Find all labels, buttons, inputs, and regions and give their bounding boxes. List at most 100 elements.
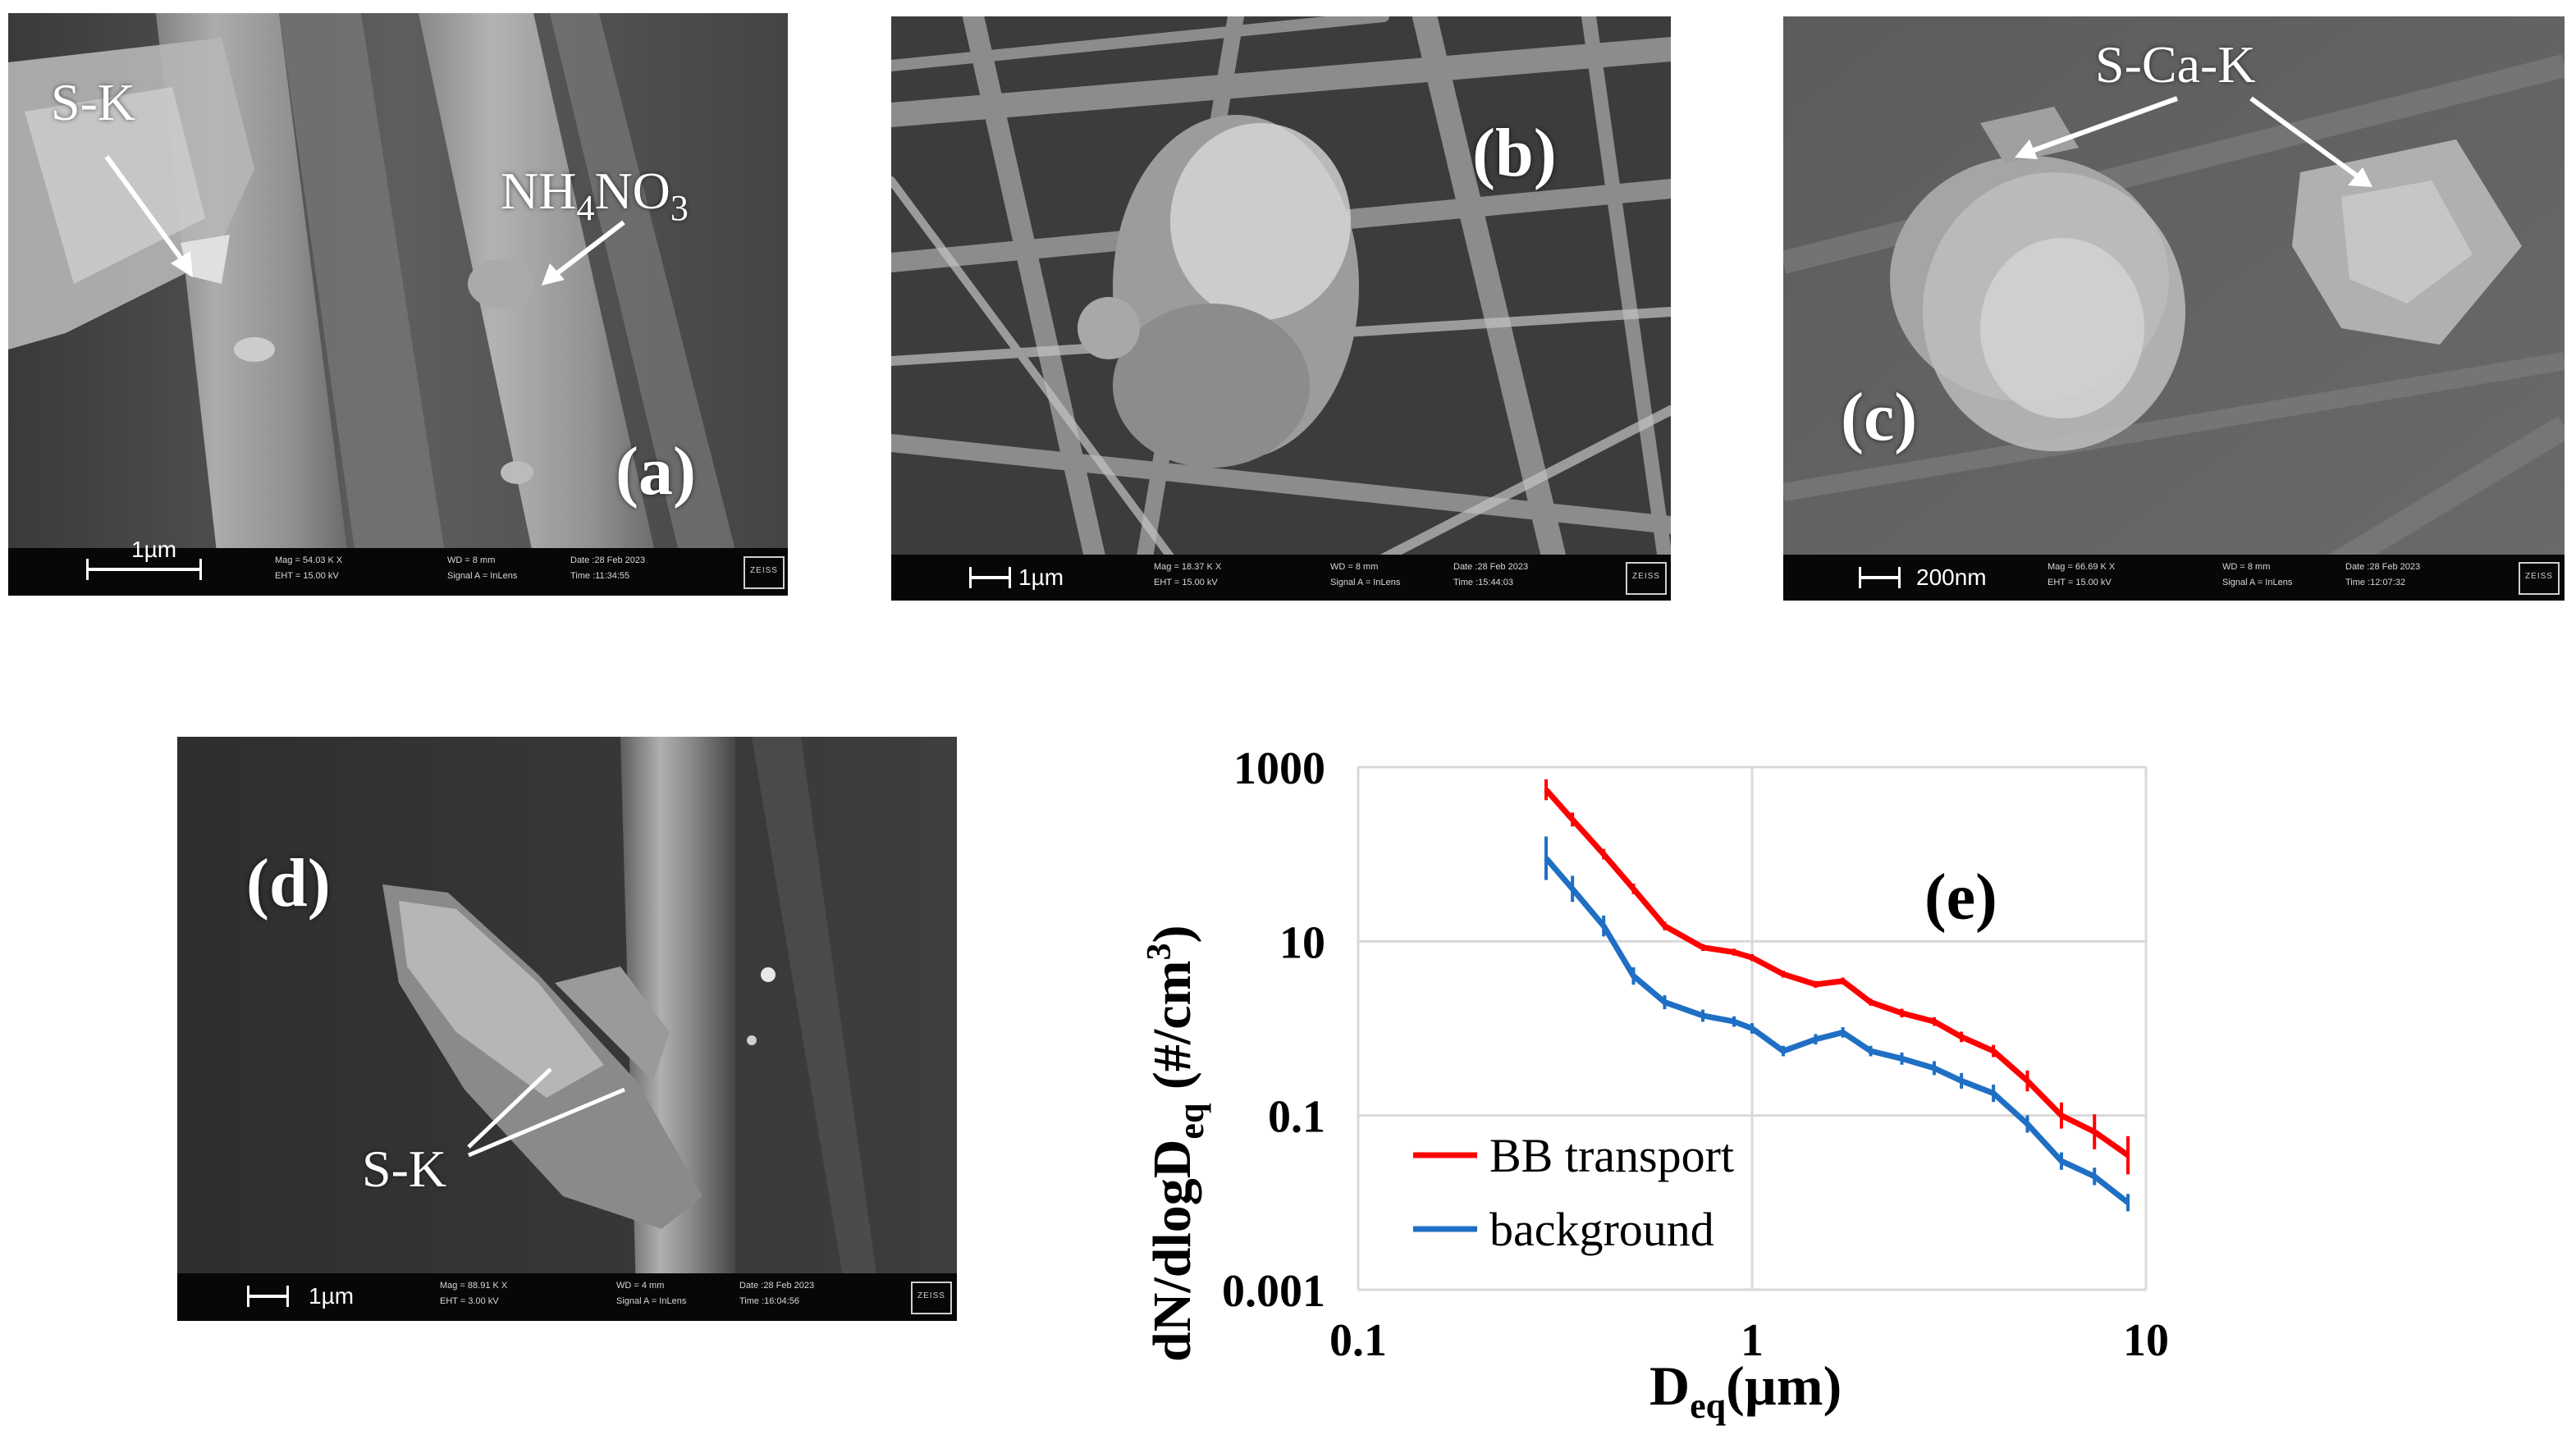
sem-info-bar: 1µm Mag = 88.91 K X EHT = 3.00 kV WD = 4… [177, 1273, 957, 1321]
annotation-s-k: S-K [362, 1140, 447, 1198]
scale-bar-label: 1µm [131, 537, 177, 562]
wd-text: WD = 4 mm [616, 1281, 665, 1291]
wd-text: WD = 8 mm [1330, 562, 1379, 572]
annotation-s-k: S-K [51, 73, 136, 131]
sem-panel-d: 1µm Mag = 88.91 K X EHT = 3.00 kV WD = 4… [177, 737, 957, 1321]
x-tick-label: 10 [2123, 1315, 2169, 1366]
scale-bar [1859, 567, 1901, 588]
annotation-arrows-d [467, 1067, 625, 1158]
date-text: Date :28 Feb 2023 [739, 1281, 815, 1291]
mag-text: Mag = 66.69 K X [2048, 562, 2116, 572]
annotation-arrows-a [104, 155, 625, 286]
series-line-bb-transport [1544, 788, 2130, 1158]
y-axis-title-main: dN/dlogD [1142, 1140, 1202, 1362]
chart-panel-label: (e) [1924, 861, 1997, 934]
time-text: Time :11:34:55 [570, 571, 630, 581]
sem-image-a [8, 13, 788, 596]
date-text: Date :28 Feb 2023 [1453, 562, 1529, 572]
date-text: Date :28 Feb 2023 [570, 555, 646, 565]
time-text: Time :16:04:56 [739, 1296, 799, 1306]
scale-bar-label: 1µm [309, 1283, 355, 1309]
y-axis-title-end: ) [1142, 925, 1202, 944]
zeiss-logo: ZEISS [911, 1282, 952, 1314]
nh-subscript: 4 [576, 187, 595, 228]
time-text: Time :15:44:03 [1453, 578, 1513, 587]
y-axis-title-rest: (#/cm [1142, 960, 1202, 1103]
y-axis-title: dN/dlogDeq (#/cm3) [1141, 925, 1211, 1363]
meta-col-2: WD = 8 mm Signal A = InLens [447, 553, 517, 584]
sem-image-b [891, 16, 1671, 601]
meta-col-2: WD = 8 mm Signal A = InLens [1330, 560, 1400, 591]
meta-col-3: Date :28 Feb 2023 Time :16:04:56 [739, 1278, 814, 1309]
mag-text: Mag = 54.03 K X [275, 555, 343, 565]
y-tick-label: 0.001 [1222, 1266, 1325, 1317]
chart-series [1544, 779, 2130, 1212]
no-text: NO [594, 162, 670, 220]
eht-text: EHT = 3.00 kV [440, 1296, 499, 1306]
signal-text: Signal A = InLens [447, 571, 518, 581]
y-tick-label: 1000 [1233, 743, 1325, 794]
panel-label-c: (c) [1841, 379, 1918, 455]
legend-label-background: background [1489, 1203, 1714, 1256]
x-tick-label: 1 [1741, 1315, 1764, 1366]
mag-text: Mag = 88.91 K X [440, 1281, 508, 1291]
legend-label-bb-transport: BB transport [1489, 1129, 1734, 1182]
meta-col-1: Mag = 18.37 K X EHT = 15.00 kV [1154, 560, 1221, 591]
sem-info-bar: 200nm Mag = 66.69 K X EHT = 15.00 kV WD … [1783, 555, 2565, 601]
panel-label-b: (b) [1472, 115, 1557, 191]
zeiss-logo: ZEISS [744, 556, 785, 589]
zeiss-logo: ZEISS [2519, 562, 2560, 595]
scale-bar-label: 1µm [1018, 564, 1064, 590]
y-axis-title-sub: eq [1171, 1103, 1211, 1140]
nh-text: NH [501, 162, 577, 220]
y-axis-title-sup: 3 [1141, 943, 1178, 960]
eht-text: EHT = 15.00 kV [2048, 578, 2112, 587]
x-tick-label: 0.1 [1329, 1315, 1387, 1366]
signal-text: Signal A = InLens [1330, 578, 1401, 587]
signal-text: Signal A = InLens [616, 1296, 687, 1306]
annotation-arrows-c [2015, 96, 2372, 187]
y-tick-labels: 0.001 0.1 10 1000 [1222, 743, 1325, 1317]
y-tick-label: 10 [1279, 917, 1325, 968]
y-tick-label: 0.1 [1268, 1092, 1325, 1143]
annotation-s-ca-k: S-Ca-K [2095, 35, 2256, 94]
x-axis-title-main: D [1649, 1355, 1690, 1417]
meta-col-1: Mag = 54.03 K X EHT = 15.00 kV [275, 553, 342, 584]
panel-label-a: (a) [615, 433, 696, 509]
meta-col-1: Mag = 88.91 K X EHT = 3.00 kV [440, 1278, 507, 1309]
x-axis-title-sub: eq [1690, 1386, 1727, 1426]
series-line-background [1544, 856, 2130, 1205]
time-text: Time :12:07:32 [2345, 578, 2405, 587]
mag-text: Mag = 18.37 K X [1154, 562, 1222, 572]
scale-bar [969, 567, 1011, 588]
zeiss-logo: ZEISS [1626, 562, 1667, 595]
wd-text: WD = 8 mm [447, 555, 496, 565]
signal-text: Signal A = InLens [2222, 578, 2293, 587]
meta-col-2: WD = 8 mm Signal A = InLens [2222, 560, 2292, 591]
eht-text: EHT = 15.00 kV [275, 571, 339, 581]
sem-panel-c: 200nm Mag = 66.69 K X EHT = 15.00 kV WD … [1783, 16, 2565, 601]
scale-bar-label: 200nm [1916, 564, 1987, 590]
sem-panel-a: 1µm Mag = 54.03 K X EHT = 15.00 kV WD = … [8, 13, 788, 596]
date-text: Date :28 Feb 2023 [2345, 562, 2421, 572]
meta-col-3: Date :28 Feb 2023 Time :12:07:32 [2345, 560, 2420, 591]
annotation-nh4no3: NH4NO3 [501, 161, 689, 229]
chart-legend: BB transport background [1413, 1129, 1734, 1256]
sem-image-d [177, 737, 957, 1321]
wd-text: WD = 8 mm [2222, 562, 2271, 572]
meta-col-3: Date :28 Feb 2023 Time :15:44:03 [1453, 560, 1528, 591]
meta-col-2: WD = 4 mm Signal A = InLens [616, 1278, 686, 1309]
panel-label-d: (d) [246, 845, 331, 921]
sem-panel-b: 1µm Mag = 18.37 K X EHT = 15.00 kV WD = … [891, 16, 1671, 601]
x-axis-title-rest: (µm) [1726, 1355, 1842, 1417]
no-subscript: 3 [670, 187, 689, 228]
scale-bar [86, 559, 202, 580]
sem-info-bar: 1µm Mag = 18.37 K X EHT = 15.00 kV WD = … [891, 555, 1671, 601]
meta-col-1: Mag = 66.69 K X EHT = 15.00 kV [2048, 560, 2115, 591]
eht-text: EHT = 15.00 kV [1154, 578, 1218, 587]
meta-col-3: Date :28 Feb 2023 Time :11:34:55 [570, 553, 645, 584]
sem-image-c [1783, 16, 2565, 601]
scale-bar [247, 1286, 289, 1307]
sem-info-bar: 1µm Mag = 54.03 K X EHT = 15.00 kV WD = … [8, 537, 788, 596]
